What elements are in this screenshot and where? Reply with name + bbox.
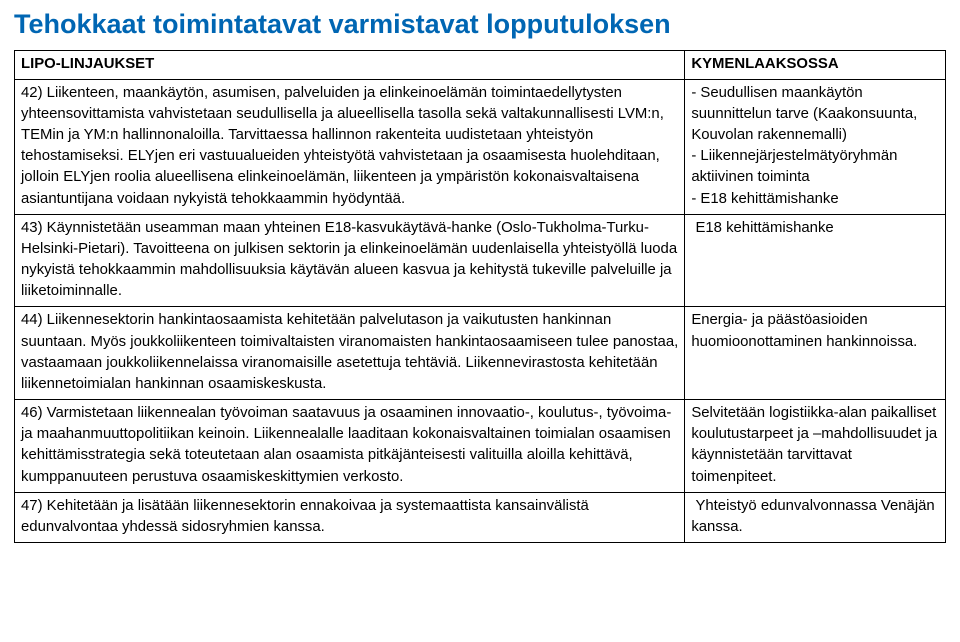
cell-text: 43) Käynnistetään useamman maan yhteinen… [21,220,681,299]
cell-text: - Seudullisen maankäytön suunnittelun ta… [691,85,921,207]
cell-text: 42) Liikenteen, maankäytön, asumisen, pa… [21,85,668,207]
cell-text: Selvitetään logistiikka-alan paikalliset… [691,405,941,484]
cell-text: Yhteistyö edunvalvonnassa Venäjän kanssa… [691,498,939,535]
cell-text: 47) Kehitetään ja lisätään liikennesekto… [21,498,593,535]
cell-right: Selvitetään logistiikka-alan paikalliset… [685,400,946,493]
col-header-left: LIPO-LINJAUKSET [15,50,685,79]
table-row: 47) Kehitetään ja lisätään liikennesekto… [15,492,946,542]
page-title: Tehokkaat toimintatavat varmistavat lopp… [14,10,946,40]
cell-text: 46) Varmistetaan liikennealan työvoiman … [21,405,675,484]
table-row: 43) Käynnistetään useamman maan yhteinen… [15,214,946,307]
table-row: 44) Liikennesektorin hankintaosaamista k… [15,307,946,400]
cell-left: 42) Liikenteen, maankäytön, asumisen, pa… [15,79,685,214]
col-header-right: KYMENLAAKSOSSA [685,50,946,79]
table-row: 46) Varmistetaan liikennealan työvoiman … [15,400,946,493]
cell-right: E18 kehittämishanke [685,214,946,307]
page: Tehokkaat toimintatavat varmistavat lopp… [0,0,960,642]
cell-right: - Seudullisen maankäytön suunnittelun ta… [685,79,946,214]
cell-left: 43) Käynnistetään useamman maan yhteinen… [15,214,685,307]
cell-text: 44) Liikennesektorin hankintaosaamista k… [21,312,682,391]
cell-text: E18 kehittämishanke [691,220,833,236]
lipo-table: LIPO-LINJAUKSET KYMENLAAKSOSSA 42) Liike… [14,50,946,543]
cell-left: 47) Kehitetään ja lisätään liikennesekto… [15,492,685,542]
table-header-row: LIPO-LINJAUKSET KYMENLAAKSOSSA [15,50,946,79]
cell-text: Energia- ja päästöasioiden huomioonottam… [691,312,917,349]
cell-right: Energia- ja päästöasioiden huomioonottam… [685,307,946,400]
cell-right: Yhteistyö edunvalvonnassa Venäjän kanssa… [685,492,946,542]
cell-left: 46) Varmistetaan liikennealan työvoiman … [15,400,685,493]
table-row: 42) Liikenteen, maankäytön, asumisen, pa… [15,79,946,214]
cell-left: 44) Liikennesektorin hankintaosaamista k… [15,307,685,400]
